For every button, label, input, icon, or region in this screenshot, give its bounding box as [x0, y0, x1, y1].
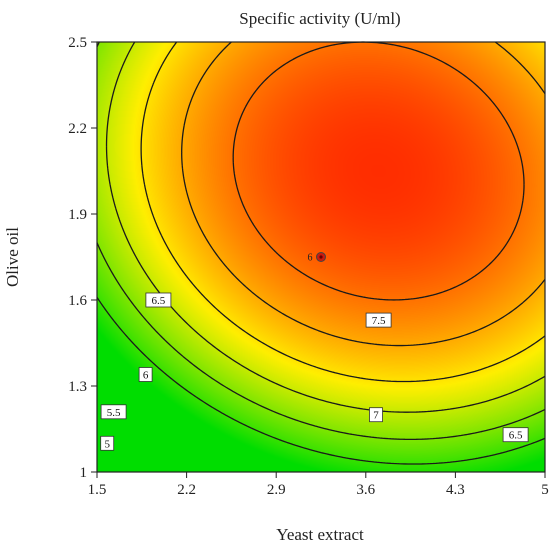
- contour-label-box: [369, 407, 383, 423]
- x-axis-label: Yeast extract: [276, 525, 364, 544]
- x-tick-label: 5: [541, 482, 549, 498]
- contour-label-text: 6.5: [152, 295, 166, 307]
- contour-label-text: 7.5: [372, 315, 386, 327]
- design-point-label: 6: [308, 253, 313, 264]
- y-tick-label: 1.9: [68, 207, 87, 223]
- y-tick-label: 2.5: [68, 35, 87, 51]
- contour-label-text: 6: [143, 370, 149, 382]
- contour-label-box: [138, 367, 153, 382]
- contour-line-6-5: [140, 41, 546, 383]
- y-axis-label: Olive oil: [3, 227, 22, 287]
- contour-line-5: [96, 296, 546, 465]
- contour-label: 6.5: [502, 427, 529, 443]
- contour-label-box: [502, 427, 529, 443]
- contour-label: 5.5: [100, 404, 127, 420]
- contour-label-box: [100, 435, 115, 451]
- design-point-center: [319, 255, 323, 259]
- x-tick-label: 1.5: [88, 482, 107, 498]
- y-tick-label: 2.2: [68, 121, 87, 137]
- contour-label: 7: [369, 407, 383, 423]
- contour-lines: [96, 41, 546, 465]
- y-tick-label: 1.6: [68, 293, 87, 309]
- contour-label: 5: [100, 435, 115, 451]
- contour-label: 7.5: [365, 312, 392, 328]
- plot-area: 5 5.5 6 6.5 7 7.5 6.5 6: [96, 41, 546, 473]
- contour-label-box: [145, 292, 172, 308]
- contour-label-box: [100, 404, 127, 420]
- contour-label: 6.5: [145, 292, 172, 308]
- contour-line-5-5: [96, 41, 546, 441]
- x-tick-label: 3.6: [356, 482, 375, 498]
- contour-label-box: [365, 312, 392, 328]
- contour-line-7-5: [232, 41, 525, 301]
- y-tick-label: 1.3: [68, 379, 87, 395]
- contour-label-text: 5.5: [107, 407, 121, 419]
- contour-line-7: [181, 41, 546, 347]
- y-tick-label: 1: [80, 465, 88, 481]
- x-tick-label: 2.9: [267, 482, 286, 498]
- contour-label-text: 6.5: [509, 430, 523, 442]
- x-tick-label: 4.3: [446, 482, 465, 498]
- x-tick-label: 2.2: [177, 482, 196, 498]
- chart-title: Specific activity (U/ml): [239, 9, 400, 28]
- contour-label-text: 5: [104, 438, 110, 450]
- contour-label-text: 7: [373, 410, 379, 422]
- contour-label: 6: [138, 367, 153, 382]
- plot-frame: [96, 41, 546, 473]
- axis-ticks: [91, 41, 546, 478]
